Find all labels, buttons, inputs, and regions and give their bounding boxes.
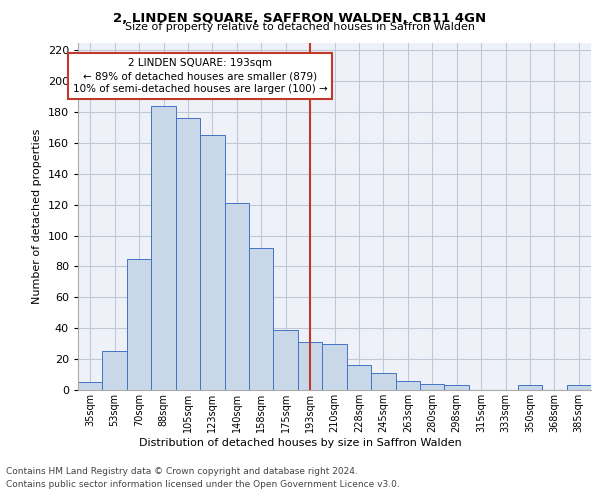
- Bar: [176, 118, 200, 390]
- Text: Contains HM Land Registry data © Crown copyright and database right 2024.: Contains HM Land Registry data © Crown c…: [6, 468, 358, 476]
- Bar: [420, 384, 445, 390]
- Bar: [103, 352, 127, 390]
- Bar: [274, 330, 298, 390]
- Text: Contains public sector information licensed under the Open Government Licence v3: Contains public sector information licen…: [6, 480, 400, 489]
- Bar: [127, 258, 151, 390]
- Bar: [371, 373, 395, 390]
- Bar: [395, 380, 420, 390]
- Text: 2, LINDEN SQUARE, SAFFRON WALDEN, CB11 4GN: 2, LINDEN SQUARE, SAFFRON WALDEN, CB11 4…: [113, 12, 487, 26]
- Bar: [445, 386, 469, 390]
- Bar: [347, 366, 371, 390]
- Bar: [566, 386, 591, 390]
- Y-axis label: Number of detached properties: Number of detached properties: [32, 128, 42, 304]
- Text: Distribution of detached houses by size in Saffron Walden: Distribution of detached houses by size …: [139, 438, 461, 448]
- Bar: [151, 106, 176, 390]
- Bar: [200, 135, 224, 390]
- Bar: [224, 203, 249, 390]
- Bar: [249, 248, 274, 390]
- Bar: [298, 342, 322, 390]
- Text: 2 LINDEN SQUARE: 193sqm
← 89% of detached houses are smaller (879)
10% of semi-d: 2 LINDEN SQUARE: 193sqm ← 89% of detache…: [73, 58, 328, 94]
- Bar: [322, 344, 347, 390]
- Bar: [518, 386, 542, 390]
- Text: Size of property relative to detached houses in Saffron Walden: Size of property relative to detached ho…: [125, 22, 475, 32]
- Bar: [78, 382, 103, 390]
